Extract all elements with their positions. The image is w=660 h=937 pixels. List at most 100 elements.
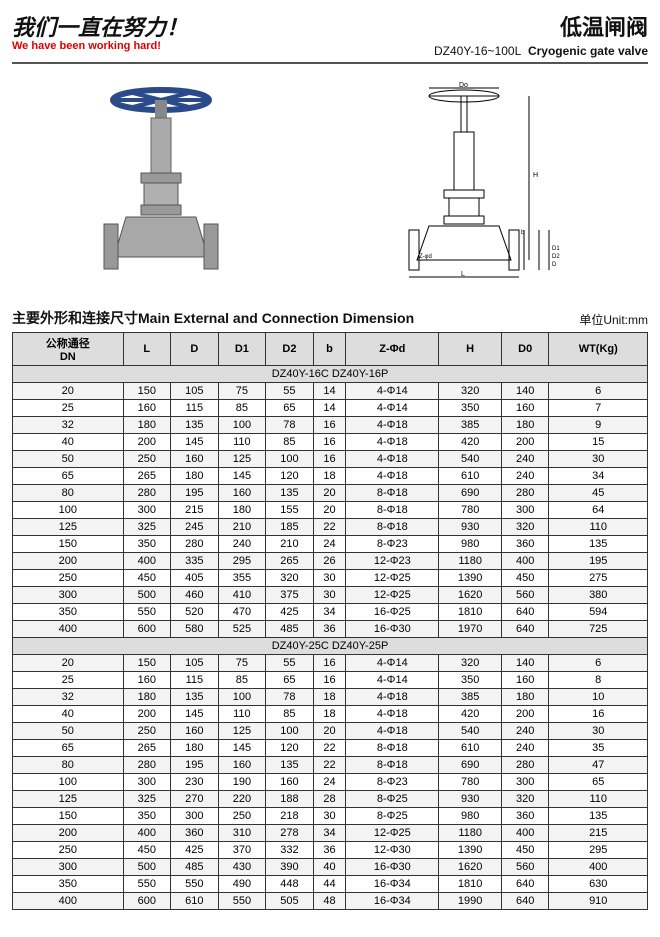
table-cell: 9 [549, 417, 648, 434]
table-cell: 270 [171, 791, 219, 808]
table-cell: 4-Φ14 [346, 655, 439, 672]
table-cell: 6 [549, 383, 648, 400]
table-cell: 485 [171, 859, 219, 876]
table-cell: 220 [218, 791, 266, 808]
table-row: 2504504053553203012-Φ251390450275 [13, 570, 648, 587]
table-cell: 12-Φ30 [346, 842, 439, 859]
table-cell: 425 [266, 604, 314, 621]
table-cell: 320 [501, 791, 549, 808]
table-cell: 40 [13, 706, 124, 723]
table-cell: 12-Φ25 [346, 825, 439, 842]
table-cell: 400 [501, 825, 549, 842]
table-cell: 295 [549, 842, 648, 859]
image-row: Do H D1 D2 D L Z-φd b [12, 72, 648, 292]
table-cell: 930 [439, 791, 502, 808]
table-cell: 20 [313, 723, 346, 740]
table-cell: 4-Φ18 [346, 706, 439, 723]
table-cell: 16 [313, 655, 346, 672]
table-cell: 640 [501, 604, 549, 621]
table-cell: 1970 [439, 621, 502, 638]
table-cell: 280 [123, 485, 171, 502]
table-row: 3218013510078184-Φ1838518010 [13, 689, 648, 706]
table-cell: 35 [549, 740, 648, 757]
table-cell: 180 [218, 502, 266, 519]
table-cell: 34 [313, 825, 346, 842]
table-cell: 350 [123, 808, 171, 825]
table-cell: 16-Φ34 [346, 876, 439, 893]
table-row: 150350280240210248-Φ23980360135 [13, 536, 648, 553]
table-cell: 295 [218, 553, 266, 570]
table-cell: 200 [501, 706, 549, 723]
table-cell: 140 [501, 655, 549, 672]
table-cell: 18 [313, 468, 346, 485]
table-cell: 250 [123, 723, 171, 740]
table-cell: 160 [123, 400, 171, 417]
column-header: D1 [218, 333, 266, 366]
table-row: 4020014511085184-Φ1842020016 [13, 706, 648, 723]
table-row: 80280195160135208-Φ1869028045 [13, 485, 648, 502]
table-cell: 105 [171, 655, 219, 672]
table-cell: 155 [266, 502, 314, 519]
table-row: 4020014511085164-Φ1842020015 [13, 434, 648, 451]
table-cell: 930 [439, 519, 502, 536]
table-cell: 4-Φ18 [346, 451, 439, 468]
table-cell: 8-Φ18 [346, 502, 439, 519]
table-cell: 55 [266, 655, 314, 672]
table-cell: 420 [439, 706, 502, 723]
table-cell: 400 [123, 553, 171, 570]
svg-text:D1: D1 [552, 246, 560, 252]
table-cell: 400 [501, 553, 549, 570]
table-cell: 30 [313, 808, 346, 825]
header-right: 低温闸阀 DZ40Y-16~100L Cryogenic gate valve [434, 10, 648, 58]
table-cell: 300 [13, 859, 124, 876]
table-cell: 325 [123, 519, 171, 536]
table-cell: 160 [218, 757, 266, 774]
table-cell: 250 [218, 808, 266, 825]
table-cell: 16 [313, 417, 346, 434]
table-cell: 240 [501, 723, 549, 740]
table-cell: 405 [171, 570, 219, 587]
table-cell: 180 [501, 689, 549, 706]
table-cell: 12-Φ25 [346, 570, 439, 587]
table-cell: 240 [501, 451, 549, 468]
table-cell: 110 [218, 434, 266, 451]
table-row: 100300215180155208-Φ1878030064 [13, 502, 648, 519]
table-cell: 450 [501, 842, 549, 859]
svg-text:H: H [533, 172, 538, 179]
table-cell: 40 [13, 434, 124, 451]
table-cell: 550 [171, 876, 219, 893]
table-cell: 30 [549, 451, 648, 468]
table-cell: 100 [13, 502, 124, 519]
table-cell: 265 [123, 740, 171, 757]
table-cell: 600 [123, 893, 171, 910]
table-cell: 690 [439, 485, 502, 502]
table-cell: 400 [13, 621, 124, 638]
table-cell: 1180 [439, 553, 502, 570]
table-row: 2504504253703323612-Φ301390450295 [13, 842, 648, 859]
table-cell: 8-Φ25 [346, 791, 439, 808]
table-cell: 20 [313, 485, 346, 502]
table-cell: 500 [123, 859, 171, 876]
table-cell: 10 [549, 689, 648, 706]
table-cell: 540 [439, 451, 502, 468]
table-cell: 12-Φ25 [346, 587, 439, 604]
table-cell: 160 [123, 672, 171, 689]
table-cell: 36 [313, 621, 346, 638]
table-cell: 200 [13, 553, 124, 570]
table-cell: 25 [13, 400, 124, 417]
table-cell: 100 [218, 417, 266, 434]
table-cell: 26 [313, 553, 346, 570]
table-cell: 100 [266, 723, 314, 740]
table-cell: 65 [549, 774, 648, 791]
column-header: D [171, 333, 219, 366]
table-cell: 50 [13, 723, 124, 740]
table-cell: 24 [313, 774, 346, 791]
table-cell: 200 [13, 825, 124, 842]
table-row: 100300230190160248-Φ2378030065 [13, 774, 648, 791]
table-cell: 8-Φ18 [346, 740, 439, 757]
table-cell: 600 [123, 621, 171, 638]
table-cell: 485 [266, 621, 314, 638]
table-cell: 360 [171, 825, 219, 842]
table-cell: 180 [501, 417, 549, 434]
table-cell: 280 [501, 757, 549, 774]
